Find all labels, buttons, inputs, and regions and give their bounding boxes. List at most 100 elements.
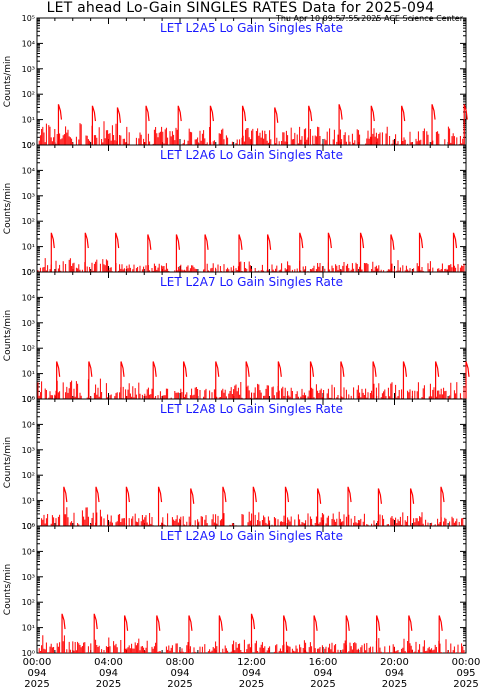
data-spike-9 [309,361,315,399]
x-tick-label-doy: 094 [385,668,404,679]
y-tick-label: 10³ [22,192,35,201]
x-tick-label-year: 2025 [167,679,192,690]
panel-title: LET L2A6 Lo Gain Singles Rate [160,148,343,162]
panel-3: 10⁰ 10¹ 10² 10³ 10⁴ 10⁵ LET L2A7 Lo Gain Singl… [3,268,470,404]
data-spike-1 [56,361,61,399]
panel-title: LET L2A5 Lo Gain Singles Rate [160,21,343,35]
data-spike-3 [116,107,122,145]
data-spike-10 [327,232,332,272]
data-spike-12 [401,105,406,145]
data-spike-3 [120,361,125,399]
y-tick-label: 10² [22,344,35,353]
x-tick-label-year: 2025 [453,679,478,690]
data-spike-12 [409,488,415,526]
data-spike-13 [431,104,436,145]
panel-frame [36,398,467,527]
panel-title: LET L2A9 Lo Gain Singles Rate [160,529,343,543]
y-tick-label: 10⁴ [22,293,35,302]
panel-4: 10⁰ 10¹ 10² 10³ 10⁴ 10⁵ LET L2A8 Lo Gain Singl… [3,395,467,531]
x-tick-label-year: 2025 [382,679,407,690]
data-spike-9 [313,615,318,653]
data-spike-8 [277,361,282,399]
data-spike-5 [188,615,193,653]
y-tick-label: 10⁴ [22,547,35,556]
x-tick-label-time: 16:00 [309,657,338,668]
data-series-baseline [38,635,465,653]
y-tick-label: 10¹ [22,497,35,506]
x-tick-label-year: 2025 [24,679,49,690]
y-tick-label: 10³ [22,446,35,455]
panel-title: LET L2A7 Lo Gain Singles Rate [160,275,343,289]
x-tick-label-time: 00:00 [452,657,481,668]
data-spike-6 [204,234,209,272]
data-spike-8 [283,615,288,653]
data-spike-2 [95,486,100,526]
data-spike-14 [463,104,468,145]
data-spike-13 [435,361,440,399]
data-spike-10 [347,486,352,526]
x-tick-label-time: 04:00 [94,657,123,668]
data-spike-3 [125,486,130,526]
data-spike-5 [177,105,182,145]
y-tick-label: 10³ [22,319,35,328]
y-tick-label: 10¹ [22,370,35,379]
data-spike-12 [408,615,413,653]
data-spike-3 [123,615,129,653]
data-spike-13 [440,486,445,526]
data-spike-4 [156,615,161,653]
data-spike-12 [390,234,395,272]
data-spike-7 [238,234,243,272]
data-spike-6 [215,361,220,399]
data-spike-11 [370,105,375,145]
panel-frame [36,144,467,273]
data-spike-4 [147,234,152,272]
x-tick-label-year: 2025 [239,679,264,690]
data-spike-7 [241,105,247,145]
data-series-baseline [38,121,465,145]
y-tick-label: 10⁰ [22,522,35,531]
y-tick-label: 10² [22,598,35,607]
data-spike-8 [266,234,272,272]
chart-title: LET ahead Lo-Gain SINGLES RATES Data for… [46,0,435,16]
data-spike-1 [63,486,68,526]
x-tick-label-year: 2025 [310,679,335,690]
data-spike-13 [438,615,443,653]
panel-frame [36,271,467,400]
data-spike-14 [452,232,458,272]
data-spike-1 [61,613,66,653]
data-spike-7 [245,361,250,399]
y-tick-label: 10² [22,471,35,480]
y-tick-label: 10⁴ [22,420,35,429]
data-spike-8 [274,107,279,145]
data-spike-14 [465,361,470,399]
data-spike-11 [372,361,377,399]
y-tick-label: 10⁰ [22,649,35,658]
panel-1: 10⁰ 10¹ 10² 10³ 10⁴ 10⁵ LET L2A5 Lo Gain Singl… [3,14,468,150]
data-spike-6 [209,105,214,145]
data-spike-13 [418,232,424,272]
data-spike-2 [93,613,98,653]
data-spike-10 [345,615,350,653]
data-spike-4 [157,486,163,526]
x-tick-label-doy: 094 [170,668,189,679]
x-tick-label-time: 12:00 [237,657,266,668]
data-spike-11 [359,232,365,272]
data-spike-4 [152,361,157,399]
y-tick-label: 10⁵ [22,268,35,277]
data-spike-9 [299,232,304,272]
y-tick-label: 10⁵ [22,522,35,531]
y-tick-label: 10¹ [22,116,35,125]
x-tick-label-doy: 094 [99,668,118,679]
data-spike-6 [218,615,223,653]
x-tick-label-doy: 095 [456,668,475,679]
y-tick-label: 10⁴ [22,166,35,175]
y-tick-label: 10² [22,217,35,226]
y-tick-label: 10⁰ [22,268,35,277]
y-tick-label: 10² [22,90,35,99]
x-tick-label-doy: 094 [313,668,332,679]
y-tick-label: 10¹ [22,624,35,633]
data-spike-9 [308,105,313,145]
x-tick-label-year: 2025 [96,679,121,690]
y-axis-label: Counts/min [3,564,13,615]
